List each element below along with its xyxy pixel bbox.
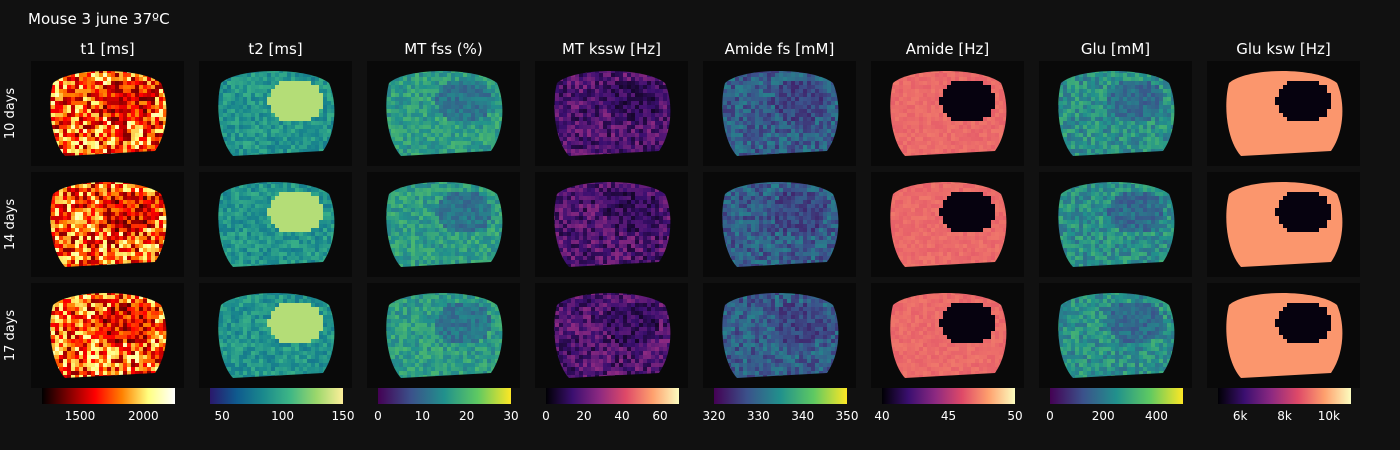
colorbar-tick-label: 8k — [1277, 409, 1292, 423]
row-label-17-days: 17 days — [3, 310, 18, 362]
colorbar-t1-ms — [42, 388, 175, 404]
colorbar-tick-label: 0 — [1046, 409, 1054, 423]
column-title-glu-mm: Glu [mM] — [1081, 40, 1150, 58]
colorbar-tick-label: 400 — [1145, 409, 1168, 423]
colorbar-mt-kssw-hz — [546, 388, 679, 404]
colorbar-tick-label: 40 — [874, 409, 889, 423]
colorbar-tick-label: 350 — [836, 409, 859, 423]
colorbar-tick-label: 330 — [747, 409, 770, 423]
colorbar-tick-label: 1500 — [65, 409, 96, 423]
colorbar-tick-label: 50 — [214, 409, 229, 423]
column-title-t1-ms: t1 [ms] — [80, 40, 134, 58]
colorbar-tick-label: 340 — [791, 409, 814, 423]
colorbar-tick-label: 20 — [576, 409, 591, 423]
brain-map-glu-ksw-hz-1 — [1226, 182, 1343, 267]
brain-map-t2-ms-2 — [218, 293, 335, 378]
column-title-glu-ksw-hz: Glu ksw [Hz] — [1236, 40, 1330, 58]
brain-map-glu-ksw-hz-0 — [1226, 71, 1343, 156]
colorbar-tick-label: 2000 — [128, 409, 159, 423]
colorbar-tick-label: 20 — [459, 409, 474, 423]
colorbar-glu-mm — [1050, 388, 1183, 404]
brain-map-amide-hz-1 — [890, 182, 1007, 267]
brain-map-mt-kssw-hz-1 — [554, 182, 671, 267]
colorbar-tick-label: 10k — [1318, 409, 1340, 423]
colorbar-tick-label: 10 — [415, 409, 430, 423]
colorbar-t2-ms — [210, 388, 343, 404]
figure-title: Mouse 3 june 37ºC — [28, 10, 170, 28]
colorbar-tick-label: 0 — [374, 409, 382, 423]
column-title-amide-fs-mm: Amide fs [mM] — [725, 40, 835, 58]
column-title-mt-kssw-hz: MT kssw [Hz] — [562, 40, 661, 58]
colorbar-tick-label: 50 — [1007, 409, 1022, 423]
column-title-amide-hz: Amide [Hz] — [906, 40, 989, 58]
row-label-14-days: 14 days — [3, 199, 18, 251]
colorbar-tick-label: 100 — [271, 409, 294, 423]
colorbar-tick-label: 0 — [542, 409, 550, 423]
column-title-mt-fss: MT fss (%) — [404, 40, 483, 58]
colorbar-tick-label: 6k — [1233, 409, 1248, 423]
colorbar-tick-label: 320 — [703, 409, 726, 423]
colorbar-tick-label: 150 — [332, 409, 355, 423]
brain-map-mt-kssw-hz-2 — [554, 293, 671, 378]
colorbar-tick-label: 200 — [1092, 409, 1115, 423]
colorbar-tick-label: 30 — [503, 409, 518, 423]
colorbar-tick-label: 60 — [652, 409, 667, 423]
colorbar-tick-label: 45 — [941, 409, 956, 423]
colorbar-glu-ksw-hz — [1218, 388, 1351, 404]
brain-map-amide-hz-0 — [890, 71, 1007, 156]
colorbar-amide-fs-mm — [714, 388, 847, 404]
colorbar-tick-label: 40 — [614, 409, 629, 423]
row-label-10-days: 10 days — [3, 88, 18, 140]
colorbar-mt-fss — [378, 388, 511, 404]
colorbar-amide-hz — [882, 388, 1015, 404]
column-title-t2-ms: t2 [ms] — [248, 40, 302, 58]
